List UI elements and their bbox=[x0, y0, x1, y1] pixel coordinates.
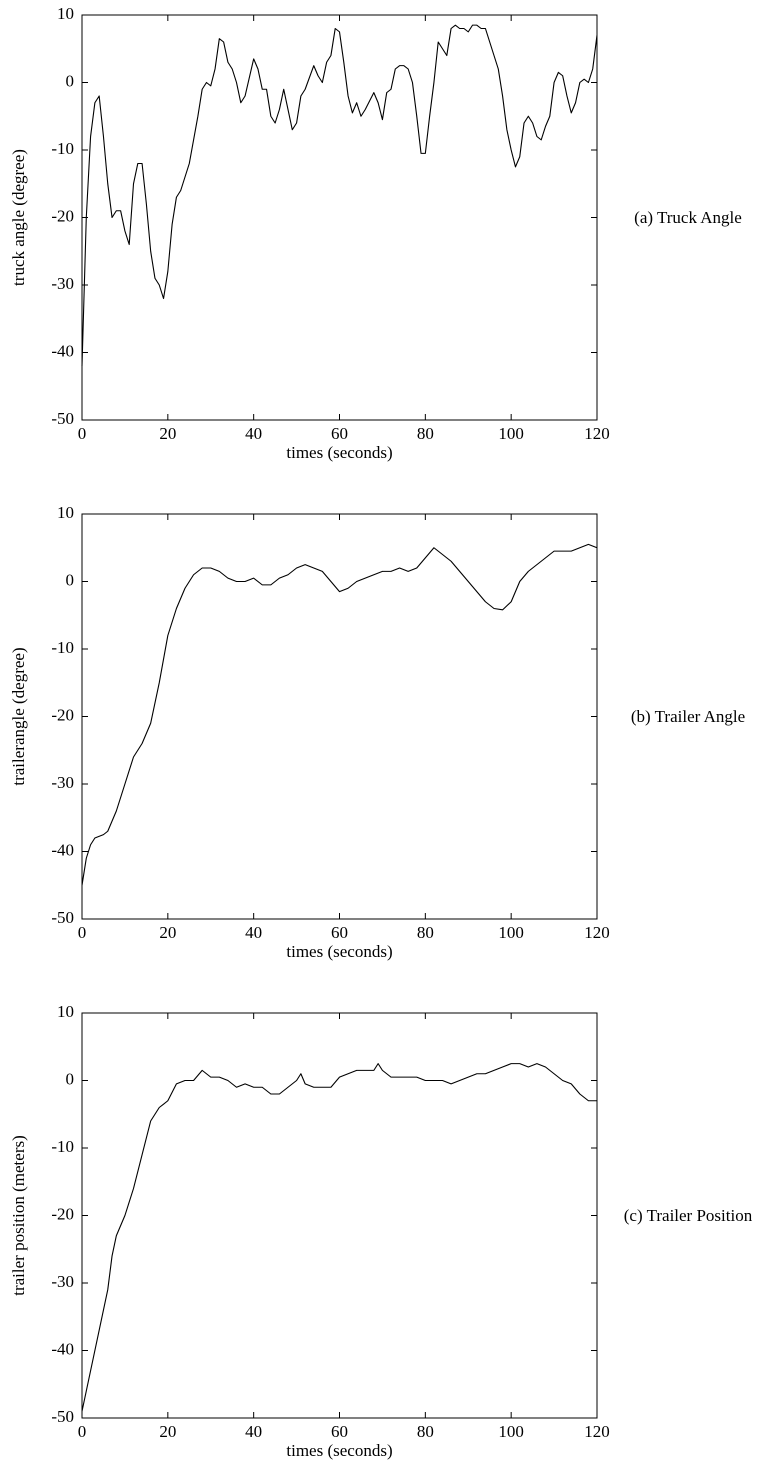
y-tick-label: 0 bbox=[66, 71, 75, 90]
panel-caption: (c) Trailer Position bbox=[624, 1206, 753, 1225]
y-tick-label: -40 bbox=[51, 840, 74, 859]
y-tick-label: 10 bbox=[57, 503, 74, 522]
x-tick-label: 60 bbox=[331, 1422, 348, 1441]
x-tick-label: 20 bbox=[159, 923, 176, 942]
x-tick-label: 100 bbox=[498, 424, 524, 443]
x-tick-label: 20 bbox=[159, 1422, 176, 1441]
y-tick-label: -40 bbox=[51, 1339, 74, 1358]
y-tick-label: 0 bbox=[66, 1069, 75, 1088]
y-axis-label: trailer position (meters) bbox=[9, 1135, 28, 1296]
x-tick-label: 0 bbox=[78, 424, 87, 443]
line-series bbox=[81, 543, 598, 886]
y-tick-label: -20 bbox=[51, 206, 74, 225]
x-tick-label: 80 bbox=[417, 424, 434, 443]
plot-frame bbox=[81, 14, 598, 421]
line-series bbox=[81, 1063, 597, 1412]
x-tick-label: 80 bbox=[417, 1422, 434, 1441]
y-tick-label: 10 bbox=[57, 1002, 74, 1021]
x-tick-label: 120 bbox=[584, 424, 610, 443]
y-axis-label: truck angle (degree) bbox=[9, 149, 28, 286]
y-tick-label: -20 bbox=[51, 1204, 74, 1223]
x-tick-label: 80 bbox=[417, 923, 434, 942]
x-tick-label: 20 bbox=[159, 424, 176, 443]
y-tick-label: -30 bbox=[51, 1272, 74, 1291]
y-tick-label: -30 bbox=[51, 773, 74, 792]
x-tick-label: 60 bbox=[331, 923, 348, 942]
panel-caption: (a) Truck Angle bbox=[634, 208, 742, 227]
y-tick-label: -50 bbox=[51, 409, 74, 428]
y-tick-label: -30 bbox=[51, 274, 74, 293]
x-axis-label: times (seconds) bbox=[286, 942, 392, 961]
plot-frame bbox=[81, 513, 598, 920]
y-tick-label: -10 bbox=[51, 638, 74, 657]
y-axis-label: trailerangle (degree) bbox=[9, 647, 28, 785]
x-tick-label: 40 bbox=[245, 424, 262, 443]
line-series bbox=[81, 24, 598, 367]
y-tick-label: 10 bbox=[57, 4, 74, 23]
y-tick-label: -10 bbox=[51, 139, 74, 158]
x-tick-label: 100 bbox=[498, 1422, 524, 1441]
x-tick-label: 100 bbox=[498, 923, 524, 942]
panel-caption: (b) Trailer Angle bbox=[631, 707, 745, 726]
x-tick-label: 40 bbox=[245, 923, 262, 942]
x-tick-label: 120 bbox=[584, 923, 610, 942]
y-tick-label: 0 bbox=[66, 570, 75, 589]
y-tick-label: -50 bbox=[51, 908, 74, 927]
x-axis-label: times (seconds) bbox=[286, 443, 392, 462]
y-tick-label: -40 bbox=[51, 341, 74, 360]
x-tick-label: 0 bbox=[78, 1422, 87, 1441]
y-tick-label: -10 bbox=[51, 1137, 74, 1156]
y-tick-label: -50 bbox=[51, 1407, 74, 1426]
x-tick-label: 120 bbox=[584, 1422, 610, 1441]
plot-frame bbox=[81, 1012, 598, 1419]
x-axis-label: times (seconds) bbox=[286, 1441, 392, 1460]
x-tick-label: 60 bbox=[331, 424, 348, 443]
y-tick-label: -20 bbox=[51, 705, 74, 724]
x-tick-label: 0 bbox=[78, 923, 87, 942]
x-tick-label: 40 bbox=[245, 1422, 262, 1441]
